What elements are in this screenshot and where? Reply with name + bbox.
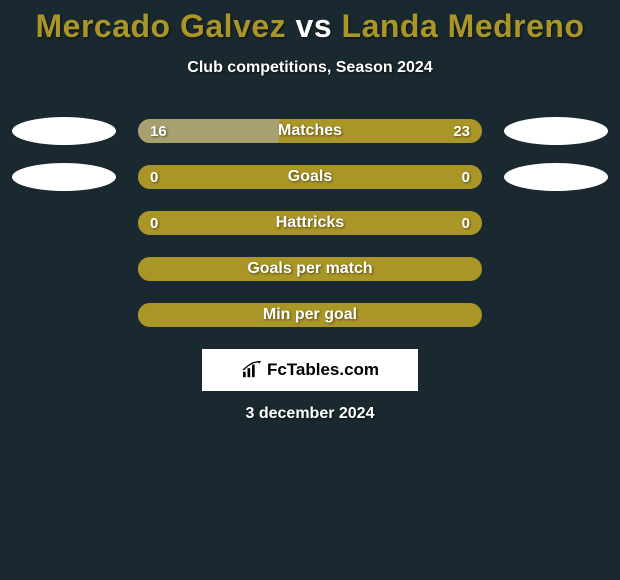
spacer (12, 301, 116, 329)
spacer (504, 209, 608, 237)
stat-bar: 00Hattricks (138, 211, 482, 235)
stat-row: 00Hattricks (0, 211, 620, 235)
stat-bar: Goals per match (138, 257, 482, 281)
date: 3 december 2024 (0, 405, 620, 423)
comparison-card: Mercado Galvez vs Landa Medreno Club com… (0, 0, 620, 423)
logo: FcTables.com (241, 360, 379, 380)
stat-row: 00Goals (0, 165, 620, 189)
bar-left-fill (138, 303, 310, 327)
bar-left-fill (138, 119, 279, 143)
title-vs: vs (286, 8, 341, 44)
bar-left-fill (138, 257, 310, 281)
bar-left-fill (138, 211, 310, 235)
page-title: Mercado Galvez vs Landa Medreno (0, 8, 620, 45)
stats-rows: 1623Matches 00Goals 00Hattricks Goals per m… (0, 119, 620, 327)
subtitle: Club competitions, Season 2024 (0, 59, 620, 77)
spacer (504, 255, 608, 283)
chart-icon (241, 361, 263, 379)
spacer (504, 301, 608, 329)
stat-bar: 1623Matches (138, 119, 482, 143)
stat-bar: 00Goals (138, 165, 482, 189)
logo-text: FcTables.com (267, 360, 379, 380)
spacer (12, 255, 116, 283)
stat-bar: Min per goal (138, 303, 482, 327)
bar-left-fill (138, 165, 310, 189)
player1-badge (12, 117, 116, 145)
player1-badge (12, 163, 116, 191)
player2-badge (504, 117, 608, 145)
spacer (12, 209, 116, 237)
stat-row: Goals per match (0, 257, 620, 281)
stat-row: 1623Matches (0, 119, 620, 143)
player2-name: Landa Medreno (342, 8, 585, 44)
player2-badge (504, 163, 608, 191)
player1-name: Mercado Galvez (36, 8, 287, 44)
stat-row: Min per goal (0, 303, 620, 327)
logo-box: FcTables.com (202, 349, 418, 391)
